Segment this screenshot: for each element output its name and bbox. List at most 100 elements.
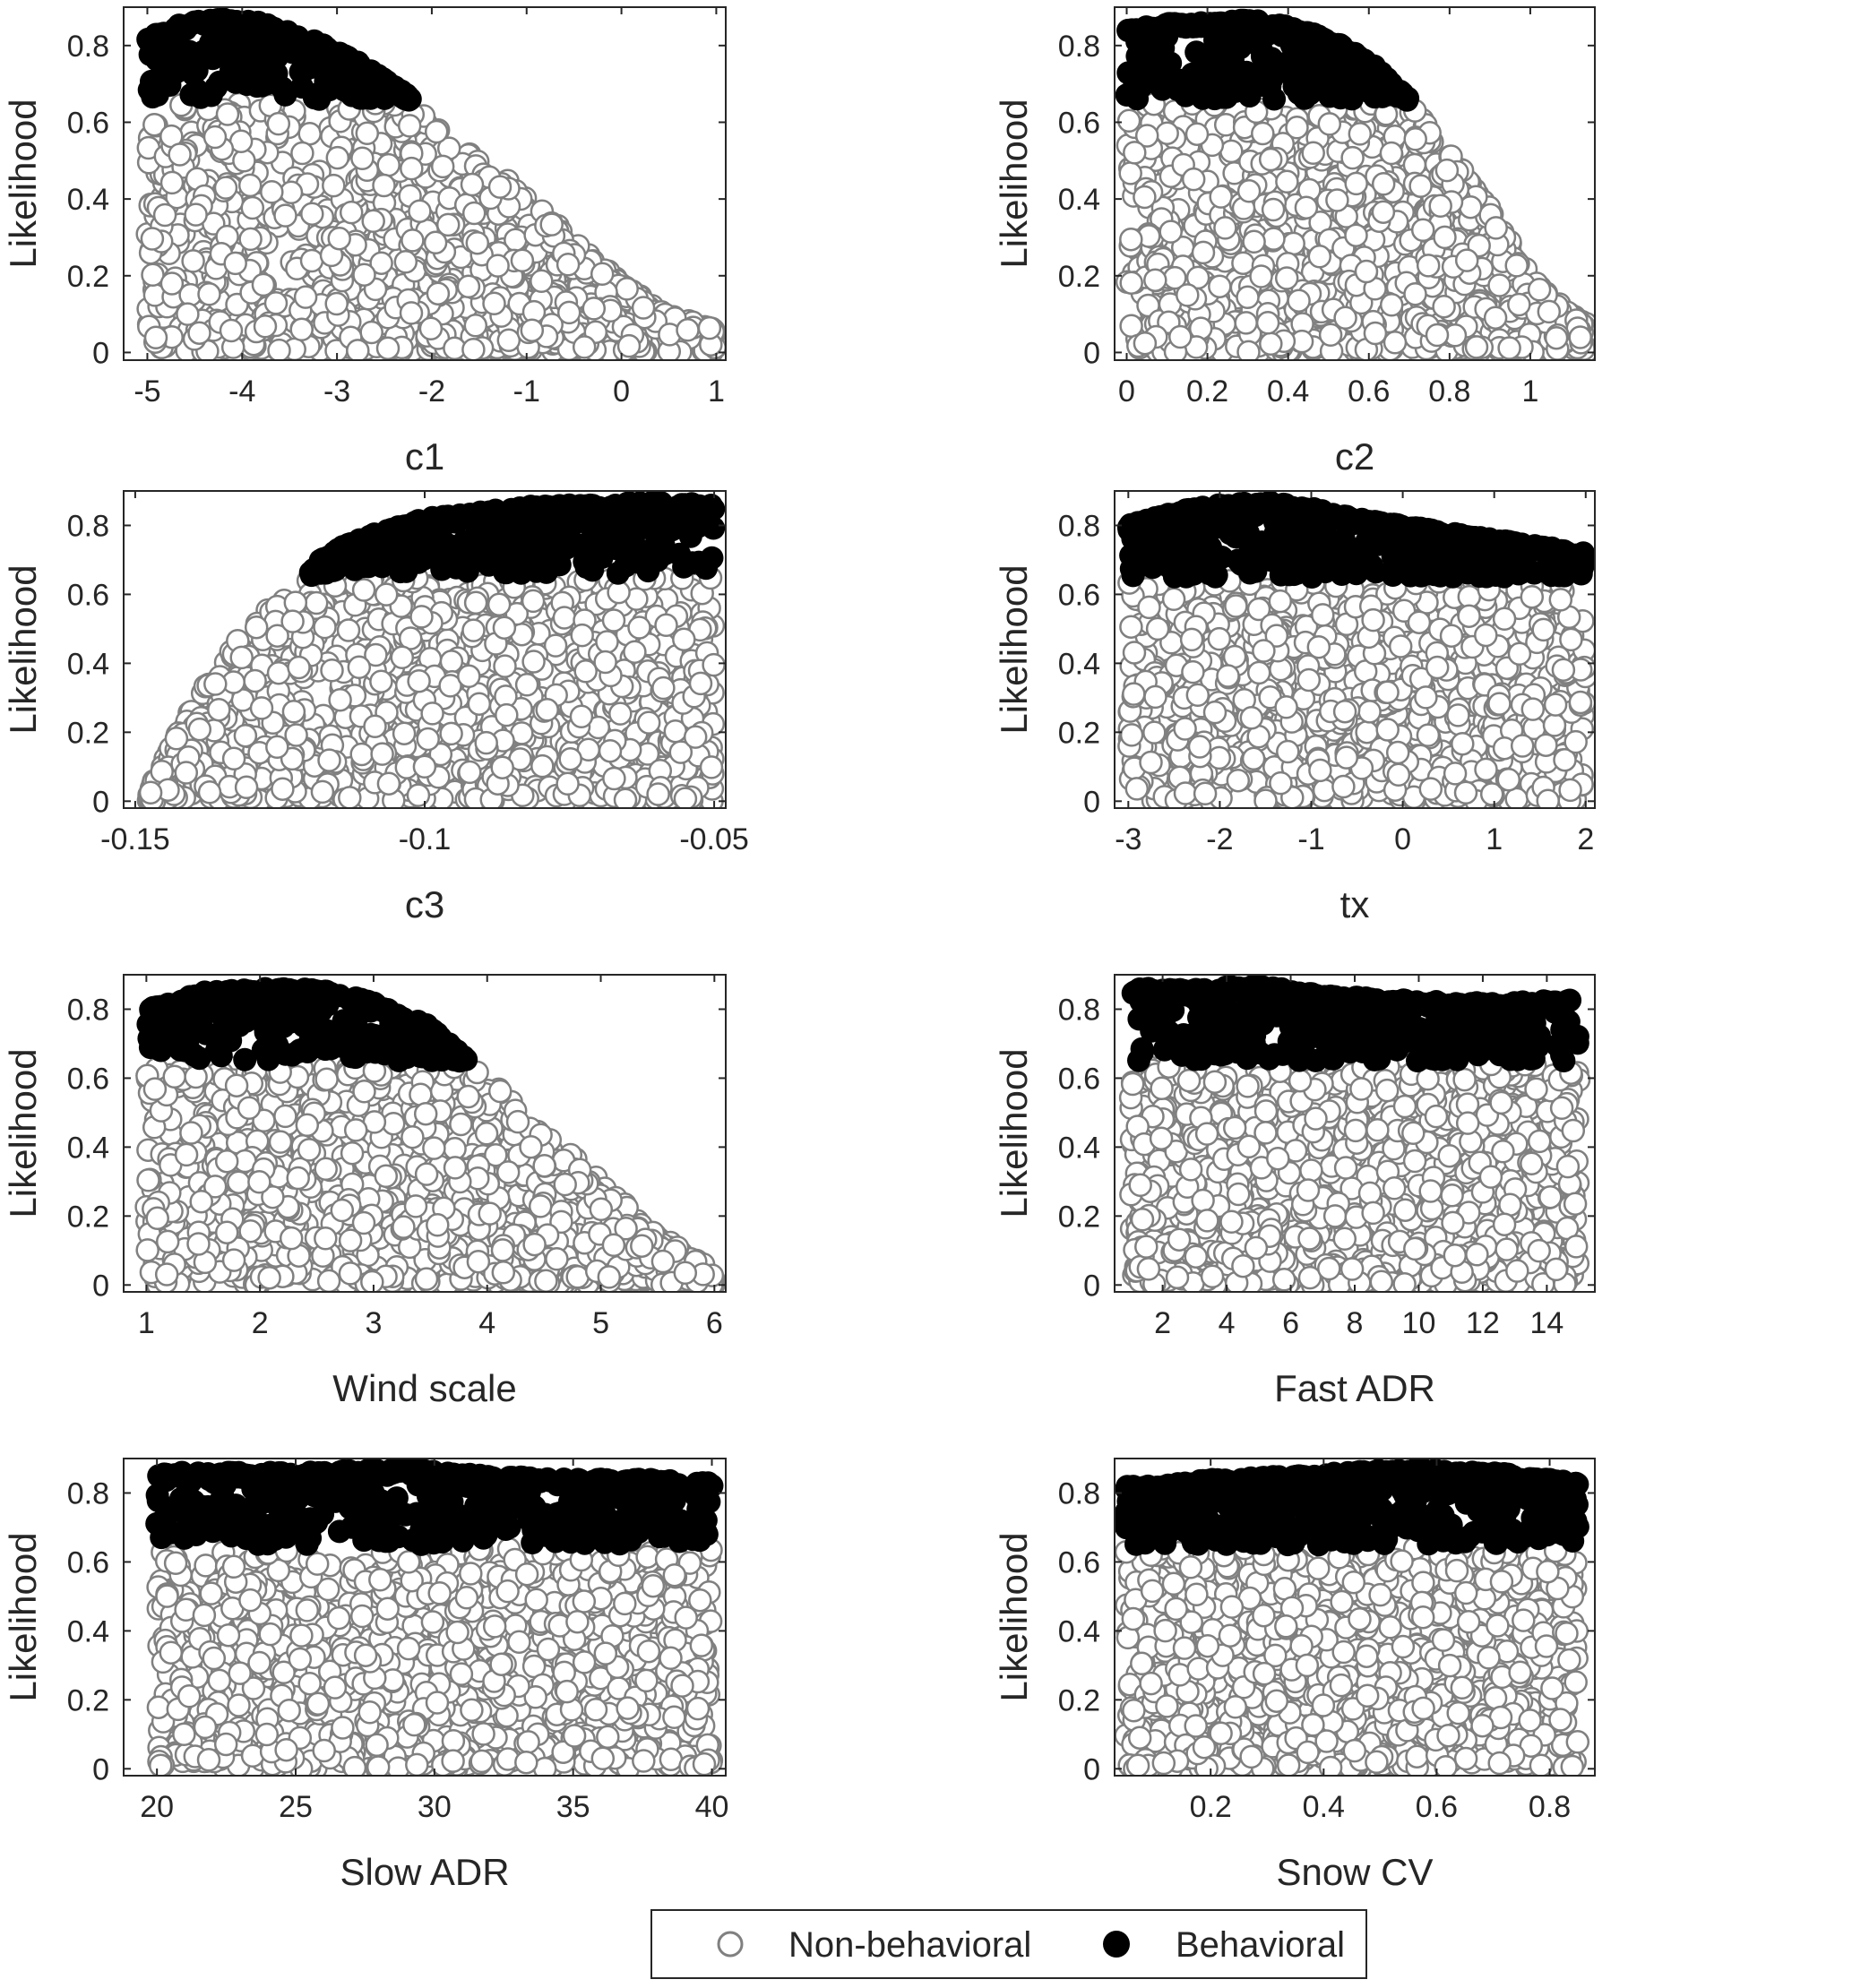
non-behavioral-point [1344,171,1368,196]
behavioral-point [1307,28,1331,52]
axes-box [1114,6,1596,361]
non-behavioral-point [490,755,514,779]
y-axis-title: Likelihood [993,99,1035,268]
behavioral-point [601,521,625,546]
non-behavioral-point [325,145,350,170]
non-behavioral-point [646,782,670,806]
non-behavioral-point [493,654,517,678]
non-behavioral-point [461,201,487,226]
non-behavioral-point [1484,216,1508,240]
non-behavioral-point [412,754,437,779]
behavioral-point [1237,84,1262,108]
non-behavioral-point [287,655,311,680]
non-behavioral-point [1379,141,1404,166]
non-behavioral-point [672,627,696,652]
non-behavioral-point [1434,158,1460,183]
non-behavioral-point [1318,323,1343,348]
y-tick-label: 0.8 [67,509,109,543]
non-behavioral-point [187,321,211,345]
y-tick-label: 0.4 [67,183,109,217]
non-behavioral-point [520,318,545,342]
behavioral-point [1214,73,1238,98]
non-behavioral-point [260,180,284,204]
non-behavioral-point [266,660,291,685]
non-behavioral-point [159,170,185,195]
behavioral-point [1249,37,1273,61]
y-tick-label: 0.8 [67,30,109,64]
non-behavioral-point [552,606,577,630]
behavioral-point [145,47,169,72]
non-behavioral-point [390,645,415,670]
non-behavioral-point [1428,194,1452,219]
non-behavioral-point [514,673,539,697]
non-behavioral-point [702,652,726,677]
behavioral-point [374,71,397,95]
non-behavioral-point [197,780,222,805]
non-behavioral-point [1383,331,1408,355]
non-behavioral-point [279,180,304,205]
non-behavioral-point [1432,294,1456,319]
non-behavioral-point [1191,240,1216,265]
behavioral-point [1198,61,1222,85]
non-behavioral-point [221,746,246,771]
non-behavioral-point [558,746,582,771]
non-behavioral-point [521,650,546,674]
non-behavioral-point [142,112,167,137]
non-behavioral-point [232,149,256,173]
non-behavioral-point [420,701,444,726]
non-behavioral-point [530,753,555,779]
behavioral-point [295,56,319,81]
non-behavioral-point [543,633,568,658]
behavioral-point [469,502,493,526]
non-behavioral-point [138,780,163,805]
non-behavioral-point [249,696,274,720]
non-behavioral-point [457,664,481,689]
non-behavioral-point [1259,331,1283,357]
behavioral-point [1273,14,1297,39]
y-axis-title: Likelihood [2,99,44,268]
non-behavioral-point [397,114,422,138]
non-behavioral-point [284,723,308,747]
non-behavioral-point [460,172,485,197]
behavioral-point [1258,74,1282,99]
non-behavioral-point [363,714,387,739]
y-tick-label: 0.6 [1058,106,1100,140]
non-behavioral-point [238,227,263,252]
non-behavioral-point [623,640,647,664]
behavioral-point [636,559,660,583]
non-behavioral-point [293,285,318,309]
non-behavioral-point [243,668,267,693]
behavioral-point [1180,62,1204,86]
non-behavioral-point [1134,124,1159,148]
x-axis-title: c1 [405,435,444,478]
non-behavioral-point [595,630,619,654]
non-behavioral-point [1242,229,1266,254]
behavioral-point [430,557,454,581]
non-behavioral-point [1464,335,1489,359]
non-behavioral-point [1123,141,1147,165]
non-behavioral-point [1408,174,1433,198]
non-behavioral-point [651,676,676,701]
non-behavioral-point [1208,274,1232,298]
non-behavioral-point [699,755,724,779]
non-behavioral-point [1307,245,1332,269]
non-behavioral-point [556,253,581,277]
non-behavioral-point [615,277,639,301]
non-behavioral-point [310,779,335,805]
behavioral-point [219,9,243,33]
behavioral-point [696,496,719,521]
behavioral-point [1189,14,1213,39]
behavioral-point [185,78,209,102]
non-behavioral-point [1281,231,1305,256]
behavioral-point [1244,10,1268,34]
non-behavioral-point [364,642,388,667]
non-behavioral-point [1249,264,1273,288]
non-behavioral-point [164,727,189,751]
non-behavioral-point [627,615,651,640]
non-behavioral-point [273,203,297,228]
non-behavioral-point [1255,311,1280,335]
non-behavioral-point [1454,248,1479,272]
behavioral-point [340,51,364,75]
non-behavioral-point [1344,223,1368,247]
